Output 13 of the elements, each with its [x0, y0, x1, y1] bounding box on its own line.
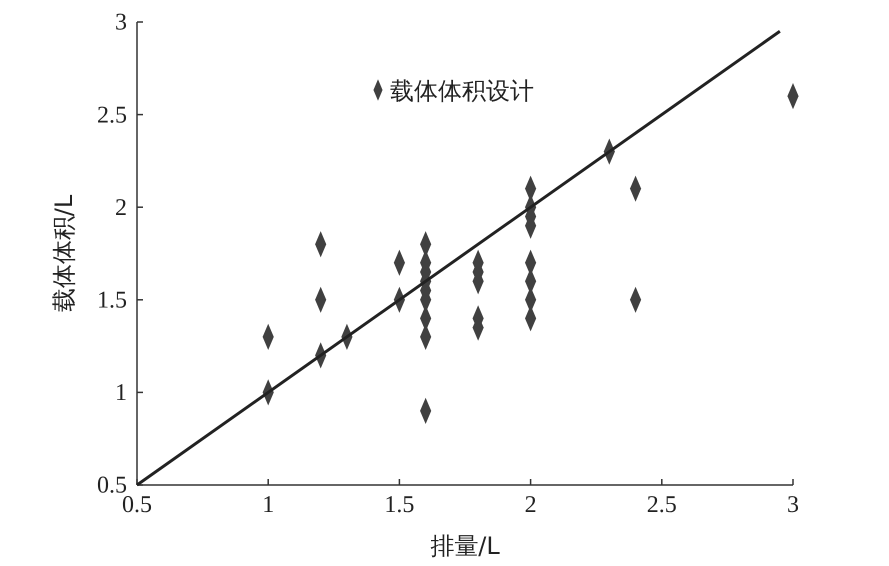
- y-tick-label: 1: [115, 380, 127, 406]
- x-tick-label: 3: [787, 492, 799, 518]
- x-tick-label: 2.5: [646, 492, 677, 518]
- legend-label: 载体体积设计: [390, 77, 534, 105]
- y-tick-label: 3: [115, 10, 127, 36]
- x-tick-label: 1.5: [384, 492, 414, 518]
- y-axis-title: 载体体积/L: [50, 194, 78, 312]
- x-axis-title: 排量/L: [430, 532, 500, 560]
- y-tick-label: 1.5: [97, 287, 127, 314]
- x-tick-label: 1: [262, 492, 274, 518]
- y-tick-label: 2.5: [97, 102, 127, 128]
- x-tick-label: 2: [524, 492, 537, 518]
- y-tick-label: 2: [115, 194, 127, 221]
